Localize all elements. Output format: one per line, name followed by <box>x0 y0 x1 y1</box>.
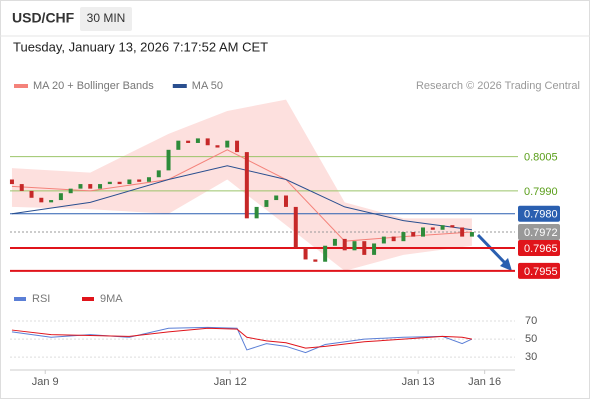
candle <box>303 248 308 260</box>
candle <box>137 179 142 182</box>
legend-swatch <box>172 84 187 88</box>
interval-badge[interactable] <box>80 7 132 31</box>
candle <box>401 232 406 242</box>
candle <box>430 227 435 230</box>
candle <box>117 181 122 185</box>
candle <box>195 138 200 143</box>
level-tag <box>518 224 560 241</box>
level-label: 0.7990 <box>524 186 558 198</box>
y-tick-label: 70 <box>525 315 537 327</box>
candle <box>332 238 337 246</box>
legend-label: RSI <box>32 293 50 305</box>
candle <box>313 259 318 262</box>
x-tick-label: Jan 12 <box>214 376 247 388</box>
candle <box>39 197 44 203</box>
level-label: 0.8005 <box>524 152 558 164</box>
candle <box>49 200 54 203</box>
candle <box>107 181 112 185</box>
candle <box>235 140 240 153</box>
candle <box>342 238 347 251</box>
candle <box>58 193 63 201</box>
candle <box>352 241 357 251</box>
candle <box>29 190 34 198</box>
level-tag <box>518 240 560 257</box>
candle <box>9 179 14 185</box>
interval[interactable]: 30 MIN <box>87 11 126 25</box>
x-tick-label: Jan 16 <box>468 376 501 388</box>
ma-line <box>11 165 473 231</box>
legend-swatch <box>14 84 28 88</box>
candle <box>78 184 83 189</box>
candle <box>166 149 171 171</box>
legend-swatch <box>82 297 94 301</box>
candle <box>225 140 230 148</box>
candle <box>411 232 416 237</box>
candle <box>68 188 73 194</box>
x-tick-label: Jan 9 <box>32 376 59 388</box>
candle <box>254 206 259 219</box>
candle <box>391 236 396 242</box>
legend-label: MA 50 <box>192 80 223 92</box>
level-label: 0.7972 <box>524 227 558 239</box>
candle <box>381 236 386 244</box>
candle <box>372 243 377 255</box>
candle <box>19 184 24 191</box>
candle <box>440 225 445 230</box>
legend-swatch <box>14 297 26 301</box>
candle <box>176 140 181 150</box>
y-tick-label: 50 <box>525 333 537 345</box>
credit: Research © 2026 Trading Central <box>416 80 580 92</box>
timestamp: Tuesday, January 13, 2026 7:17:52 AM CET <box>13 39 268 54</box>
candle <box>323 245 328 262</box>
candle <box>146 177 151 182</box>
candle <box>88 184 93 189</box>
x-tick-label: Jan 13 <box>402 376 435 388</box>
legend-label: 9MA <box>100 293 123 305</box>
candle <box>469 232 474 237</box>
candle <box>421 227 426 237</box>
candle <box>293 206 298 249</box>
candle <box>460 227 465 237</box>
forecast-arrowhead <box>500 258 512 271</box>
candle <box>215 145 220 148</box>
candle <box>156 170 161 178</box>
bollinger-band <box>11 99 472 271</box>
candle <box>98 184 103 189</box>
level-tag <box>518 262 560 279</box>
candle <box>186 140 191 143</box>
candle <box>283 195 288 207</box>
level-tag <box>518 205 560 222</box>
y-tick-label: 30 <box>525 351 537 363</box>
symbol: USD/CHF <box>12 10 75 26</box>
level-label: 0.7980 <box>524 209 558 221</box>
level-label: 0.7965 <box>524 243 558 255</box>
series-line <box>11 327 473 349</box>
candle <box>244 152 249 219</box>
candle <box>127 179 132 185</box>
legend-label: MA 20 + Bollinger Bands <box>33 80 154 92</box>
candle <box>362 241 367 255</box>
level-label: 0.7955 <box>524 266 558 278</box>
forecast-arrow <box>476 233 508 266</box>
candle <box>450 225 455 228</box>
candle <box>205 138 210 146</box>
candle <box>264 200 269 207</box>
candle <box>274 195 279 201</box>
